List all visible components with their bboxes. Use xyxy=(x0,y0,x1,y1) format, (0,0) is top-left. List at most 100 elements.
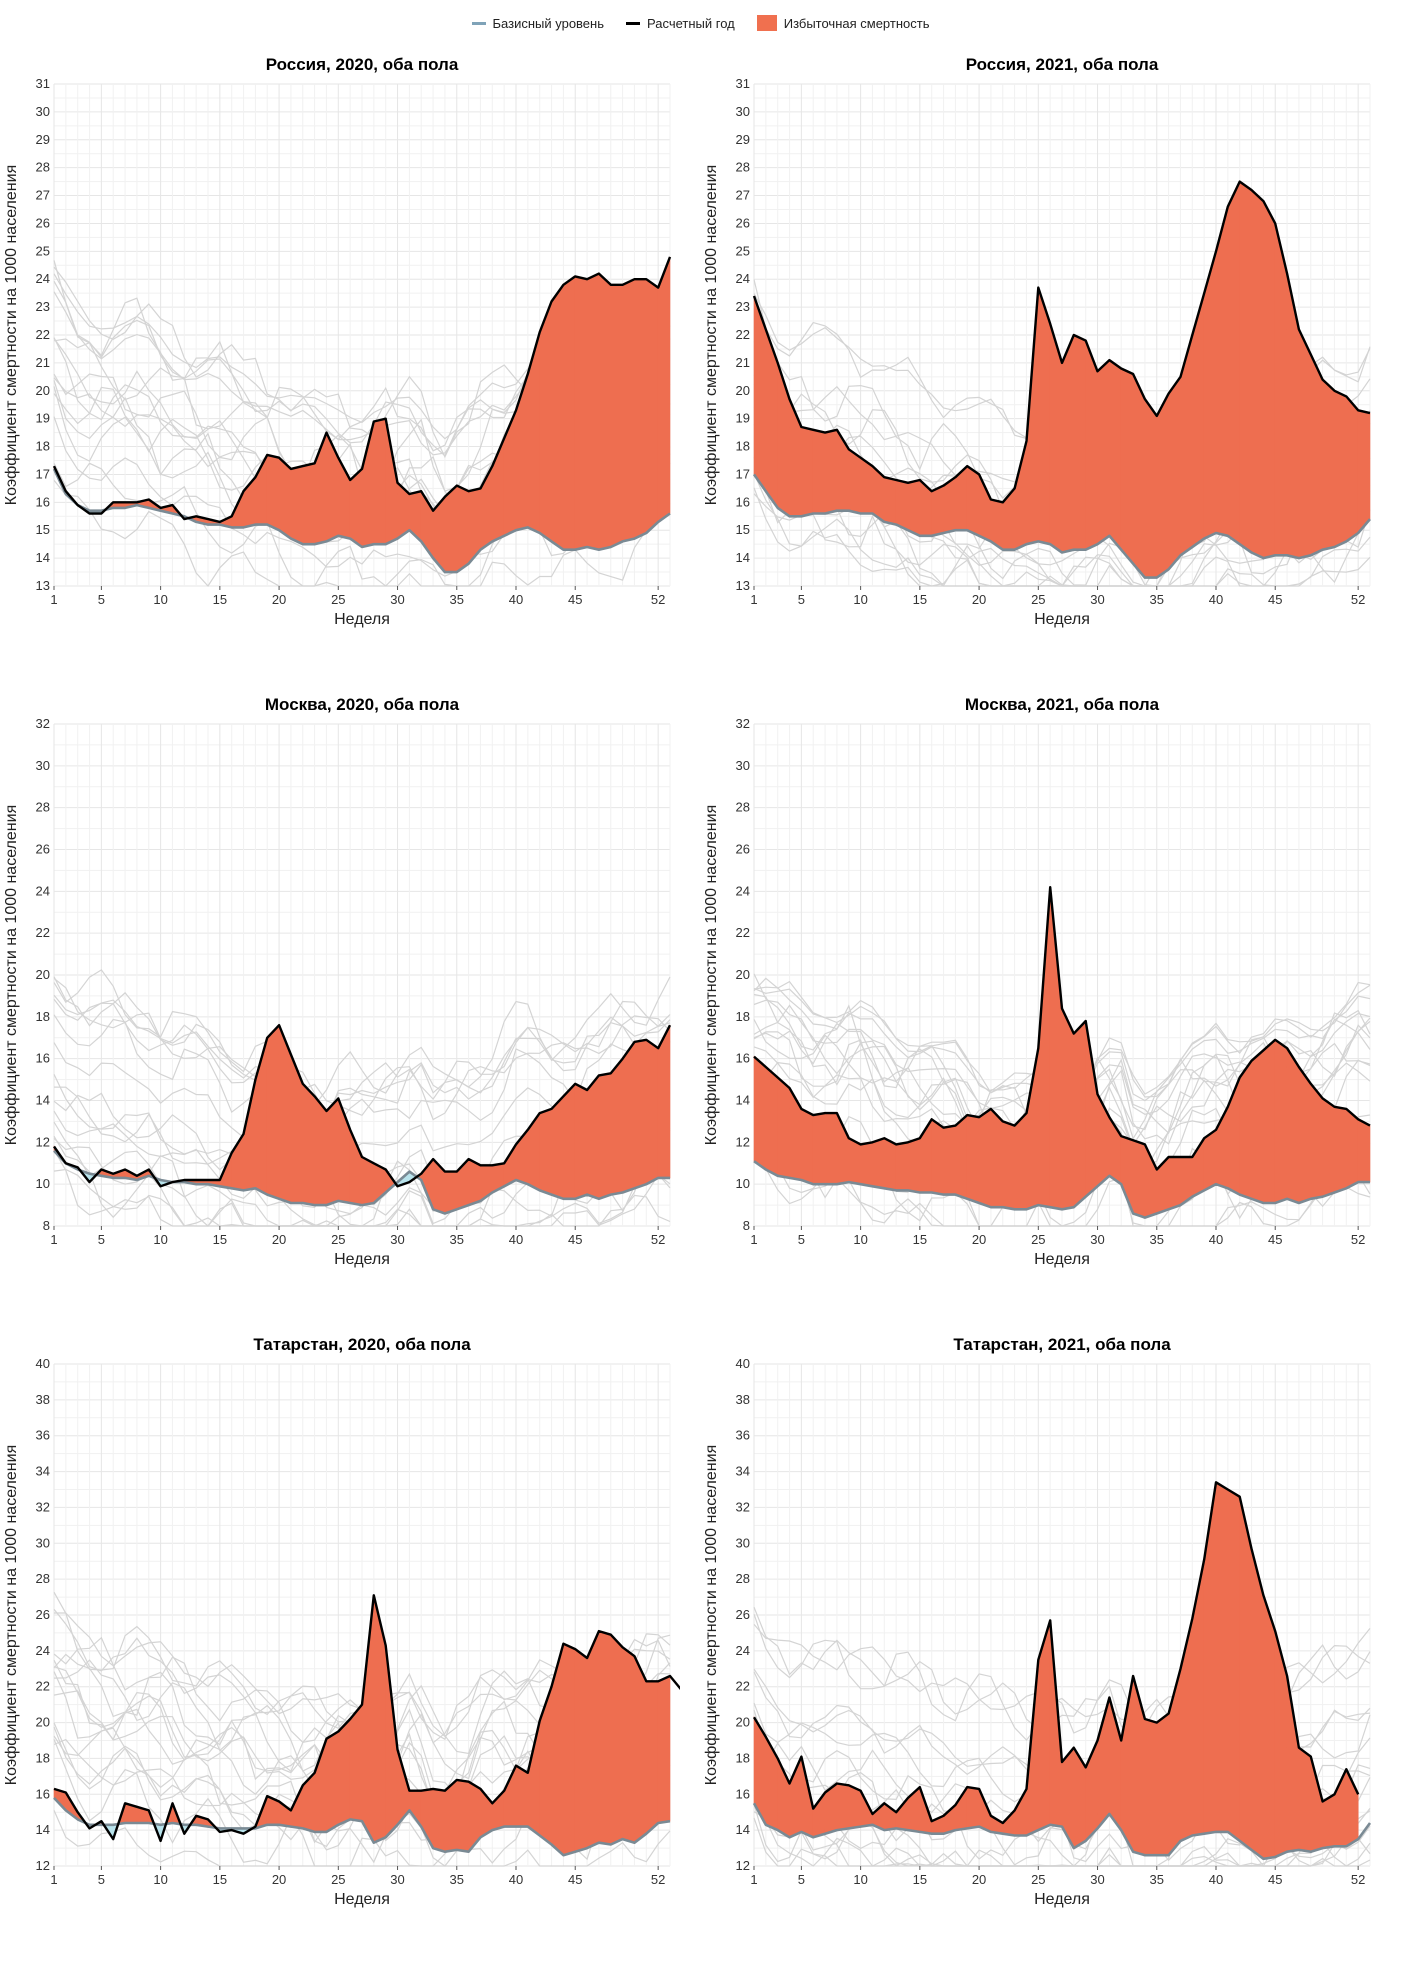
excess-segment xyxy=(1215,206,1229,537)
x-tick-label: 15 xyxy=(913,1872,927,1887)
excess-segment xyxy=(966,465,980,537)
excess-segment xyxy=(801,426,814,517)
excess-segment xyxy=(1345,1108,1359,1189)
y-tick-label: 23 xyxy=(736,299,750,314)
excess-segment xyxy=(848,1784,861,1829)
y-tick-label: 36 xyxy=(36,1428,50,1443)
excess-segment xyxy=(872,1137,885,1189)
excess-segment xyxy=(1002,1809,1015,1836)
excess-segment xyxy=(527,1112,541,1191)
y-tick-label: 14 xyxy=(36,550,50,565)
x-tick-label: 10 xyxy=(153,592,167,607)
actual-series-line xyxy=(52,256,672,524)
excess-segment xyxy=(1156,393,1169,579)
x-tick-label: 35 xyxy=(1150,1872,1164,1887)
excess-segment xyxy=(503,410,517,537)
x-axis-label: Неделя xyxy=(334,1251,390,1268)
y-tick-label: 15 xyxy=(36,522,50,537)
y-tick-label: 13 xyxy=(36,578,50,593)
baseline-series-line xyxy=(52,468,671,574)
x-tick-label: 30 xyxy=(1090,592,1104,607)
x-axis-label: Неделя xyxy=(334,1891,390,1908)
x-tick-label: 10 xyxy=(153,1872,167,1887)
y-tick-label: 30 xyxy=(736,104,750,119)
excess-segment xyxy=(586,273,600,551)
history-year-line xyxy=(753,456,1371,587)
x-tick-label: 1 xyxy=(50,1872,57,1887)
y-tick-label: 26 xyxy=(736,1607,750,1622)
y-tick-label: 16 xyxy=(736,1051,750,1066)
excess-segment xyxy=(1239,181,1252,554)
x-tick-label: 45 xyxy=(568,1232,582,1247)
excess-segment xyxy=(848,1137,861,1185)
excess-segment xyxy=(1334,390,1347,548)
y-tick-label: 12 xyxy=(36,1134,50,1149)
y-tick-label: 14 xyxy=(36,1822,50,1837)
history-year-line xyxy=(53,994,671,1116)
y-tick-label: 36 xyxy=(736,1428,750,1443)
excess-segment xyxy=(314,1095,327,1206)
excess-segment xyxy=(610,1057,623,1195)
excess-segment xyxy=(657,256,671,523)
x-tick-label: 45 xyxy=(568,1872,582,1887)
excess-segment xyxy=(527,1720,541,1837)
excess-segment xyxy=(574,1648,588,1853)
history-year-line xyxy=(53,1014,671,1150)
y-tick-label: 14 xyxy=(736,1093,750,1108)
y-tick-label: 28 xyxy=(36,1571,50,1586)
legend-swatch-actual xyxy=(626,21,640,25)
excess-segment xyxy=(326,1730,339,1833)
x-tick-label: 52 xyxy=(651,1232,665,1247)
excess-segment xyxy=(860,1141,873,1187)
y-tick-label: 14 xyxy=(736,1822,750,1837)
excess-segment xyxy=(1180,1618,1193,1842)
excess-segment xyxy=(777,362,790,517)
excess-segment xyxy=(266,1024,280,1200)
chart-panel-russia-2020: 13 14 15 16 17 18 19 20 21 22 23 24 25 26 27 28 29 30 31 1 5… xyxy=(0,48,680,668)
excess-segment xyxy=(1097,359,1110,545)
excess-segment xyxy=(1026,1048,1039,1210)
x-tick-label: 25 xyxy=(1031,592,1045,607)
excess-segment xyxy=(801,1108,814,1185)
y-tick-label: 20 xyxy=(736,967,750,982)
excess-segment xyxy=(1322,378,1335,551)
excess-segment xyxy=(978,1108,992,1208)
x-tick-label: 5 xyxy=(98,1232,105,1247)
x-tick-label: 15 xyxy=(213,1232,227,1247)
y-tick-label: 14 xyxy=(36,1093,50,1108)
excess-segment xyxy=(931,1118,944,1195)
y-tick-label: 28 xyxy=(736,1571,750,1586)
y-tick-label: 18 xyxy=(36,1750,50,1765)
excess-segment xyxy=(895,479,909,531)
y-tick-label: 32 xyxy=(736,1499,750,1514)
excess-area xyxy=(753,887,1371,1219)
x-tick-label: 52 xyxy=(651,1872,665,1887)
y-tick-label: 30 xyxy=(36,758,50,773)
excess-segment xyxy=(1132,373,1146,579)
y-tick-label: 8 xyxy=(43,1218,50,1233)
x-tick-label: 20 xyxy=(972,592,986,607)
excess-segment xyxy=(657,1025,671,1179)
excess-segment xyxy=(290,465,304,545)
y-tick-label: 22 xyxy=(736,327,750,342)
y-tick-label: 22 xyxy=(36,1679,50,1694)
x-tick-label: 40 xyxy=(1209,592,1223,607)
y-tick-label: 16 xyxy=(736,1786,750,1801)
x-tick-label: 25 xyxy=(1031,1872,1045,1887)
chart-panel-moscow-2021: 8 10 12 14 16 18 20 22 24 26 28 30 32 1 5 10 15 20 25 30 35 4… xyxy=(700,688,1380,1308)
excess-segment xyxy=(1168,1156,1181,1210)
x-tick-label: 30 xyxy=(1090,1232,1104,1247)
y-tick-label: 28 xyxy=(736,800,750,815)
y-tick-label: 18 xyxy=(736,1009,750,1024)
x-tick-label: 45 xyxy=(568,592,582,607)
excess-segment xyxy=(1132,1139,1146,1219)
excess-segment xyxy=(836,1783,850,1831)
excess-segment xyxy=(444,1171,458,1214)
x-tick-label: 1 xyxy=(50,592,57,607)
baseline-series-line xyxy=(753,1160,1370,1219)
excess-segment xyxy=(1322,1793,1335,1849)
legend-label-baseline: Базисный уровень xyxy=(492,15,605,31)
y-tick-label: 27 xyxy=(736,188,750,203)
